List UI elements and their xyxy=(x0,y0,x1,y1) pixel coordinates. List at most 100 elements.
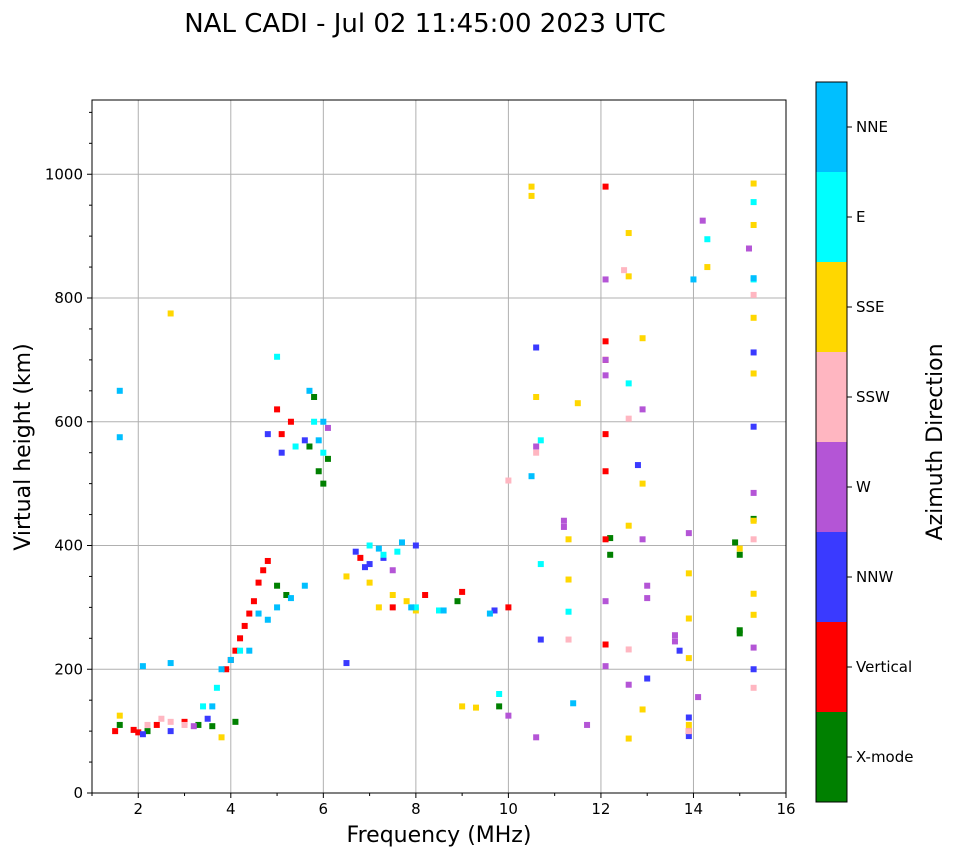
x-tick-label: 2 xyxy=(133,800,143,818)
data-point xyxy=(505,712,512,719)
data-point xyxy=(135,729,142,736)
data-point xyxy=(704,264,711,271)
data-point xyxy=(505,477,512,484)
data-point xyxy=(412,607,419,614)
data-point xyxy=(260,567,267,574)
x-tick-label: 16 xyxy=(776,800,795,818)
colorbar-frame xyxy=(815,81,848,803)
data-point xyxy=(704,236,711,243)
y-tick-label: 800 xyxy=(54,289,83,307)
data-point xyxy=(533,394,540,400)
data-point xyxy=(625,230,632,237)
colorbar-tick-label: E xyxy=(856,208,865,226)
data-point xyxy=(422,592,429,598)
data-point xyxy=(320,480,327,487)
data-point xyxy=(274,604,281,611)
data-point xyxy=(644,595,651,602)
data-point xyxy=(278,431,285,438)
data-point xyxy=(315,437,322,444)
data-point xyxy=(602,641,609,648)
data-point xyxy=(685,728,692,735)
colorbar-segment xyxy=(816,262,847,352)
series-ssw xyxy=(144,267,757,735)
data-point xyxy=(639,536,646,543)
plot-frame xyxy=(91,99,787,794)
data-point xyxy=(158,715,165,722)
x-tick-label: 10 xyxy=(499,800,518,818)
data-point xyxy=(380,554,387,561)
data-point xyxy=(301,437,308,444)
data-point xyxy=(375,545,382,552)
data-point xyxy=(398,539,405,546)
data-point xyxy=(218,734,225,741)
data-point xyxy=(625,681,632,688)
data-point xyxy=(625,273,632,280)
plot-area xyxy=(92,100,786,793)
data-point xyxy=(644,582,651,589)
data-point xyxy=(676,647,683,654)
colorbar: X-mode Vertical NNW W SSW SSE E NNE xyxy=(815,81,913,803)
data-point xyxy=(274,353,281,360)
colorbar-segment xyxy=(816,622,847,712)
data-point xyxy=(459,588,466,595)
colorbar-segment xyxy=(816,82,847,172)
data-point xyxy=(167,718,174,725)
data-point xyxy=(139,731,146,738)
data-point xyxy=(366,542,373,549)
x-tick-label: 8 xyxy=(411,800,421,818)
data-point xyxy=(237,635,244,642)
data-point xyxy=(533,443,540,450)
data-point xyxy=(685,615,692,622)
x-axis-ticks: 2 4 6 8 10 12 14 16 xyxy=(91,793,796,818)
data-point xyxy=(195,721,202,728)
data-point xyxy=(167,310,174,317)
data-point xyxy=(690,276,697,283)
data-point xyxy=(671,632,678,639)
data-point xyxy=(264,557,271,564)
data-point xyxy=(602,536,609,543)
data-point xyxy=(750,349,757,356)
data-point xyxy=(625,735,632,742)
data-point xyxy=(602,356,609,363)
y-axis-ticks: 0 200 400 600 800 1000 xyxy=(45,111,92,802)
colorbar-tick-label: Vertical xyxy=(856,658,912,676)
y-axis-label: Virtual height (km) xyxy=(11,343,36,550)
data-point xyxy=(565,608,572,615)
data-point xyxy=(750,611,757,618)
data-point xyxy=(181,721,188,728)
data-point xyxy=(246,610,253,617)
data-point xyxy=(283,592,290,598)
data-point xyxy=(750,517,757,524)
y-tick-label: 400 xyxy=(54,537,83,555)
data-point xyxy=(602,338,609,345)
data-point xyxy=(190,723,197,730)
data-point xyxy=(153,721,160,728)
series-sse xyxy=(116,180,757,742)
data-point xyxy=(537,561,544,568)
chart-title: NAL CADI - Jul 02 11:45:00 2023 UTC xyxy=(184,9,666,39)
series-nnw xyxy=(139,344,757,740)
data-point xyxy=(112,728,119,735)
data-point xyxy=(255,579,262,586)
data-point xyxy=(528,192,535,199)
data-point xyxy=(685,721,692,728)
data-point xyxy=(412,542,419,549)
data-point xyxy=(750,199,757,206)
data-point xyxy=(116,434,123,441)
data-point xyxy=(602,372,609,379)
data-point xyxy=(209,703,216,710)
data-point xyxy=(116,387,123,394)
data-point xyxy=(454,598,461,605)
data-point xyxy=(496,691,503,697)
data-point xyxy=(533,344,540,351)
data-point xyxy=(565,536,572,543)
data-point xyxy=(264,616,271,623)
data-point xyxy=(736,627,743,634)
data-point xyxy=(607,551,614,558)
data-point xyxy=(440,607,447,614)
data-point xyxy=(352,548,359,555)
data-point xyxy=(505,604,512,611)
data-point xyxy=(750,536,757,543)
data-point xyxy=(634,462,641,469)
data-point xyxy=(130,726,137,733)
